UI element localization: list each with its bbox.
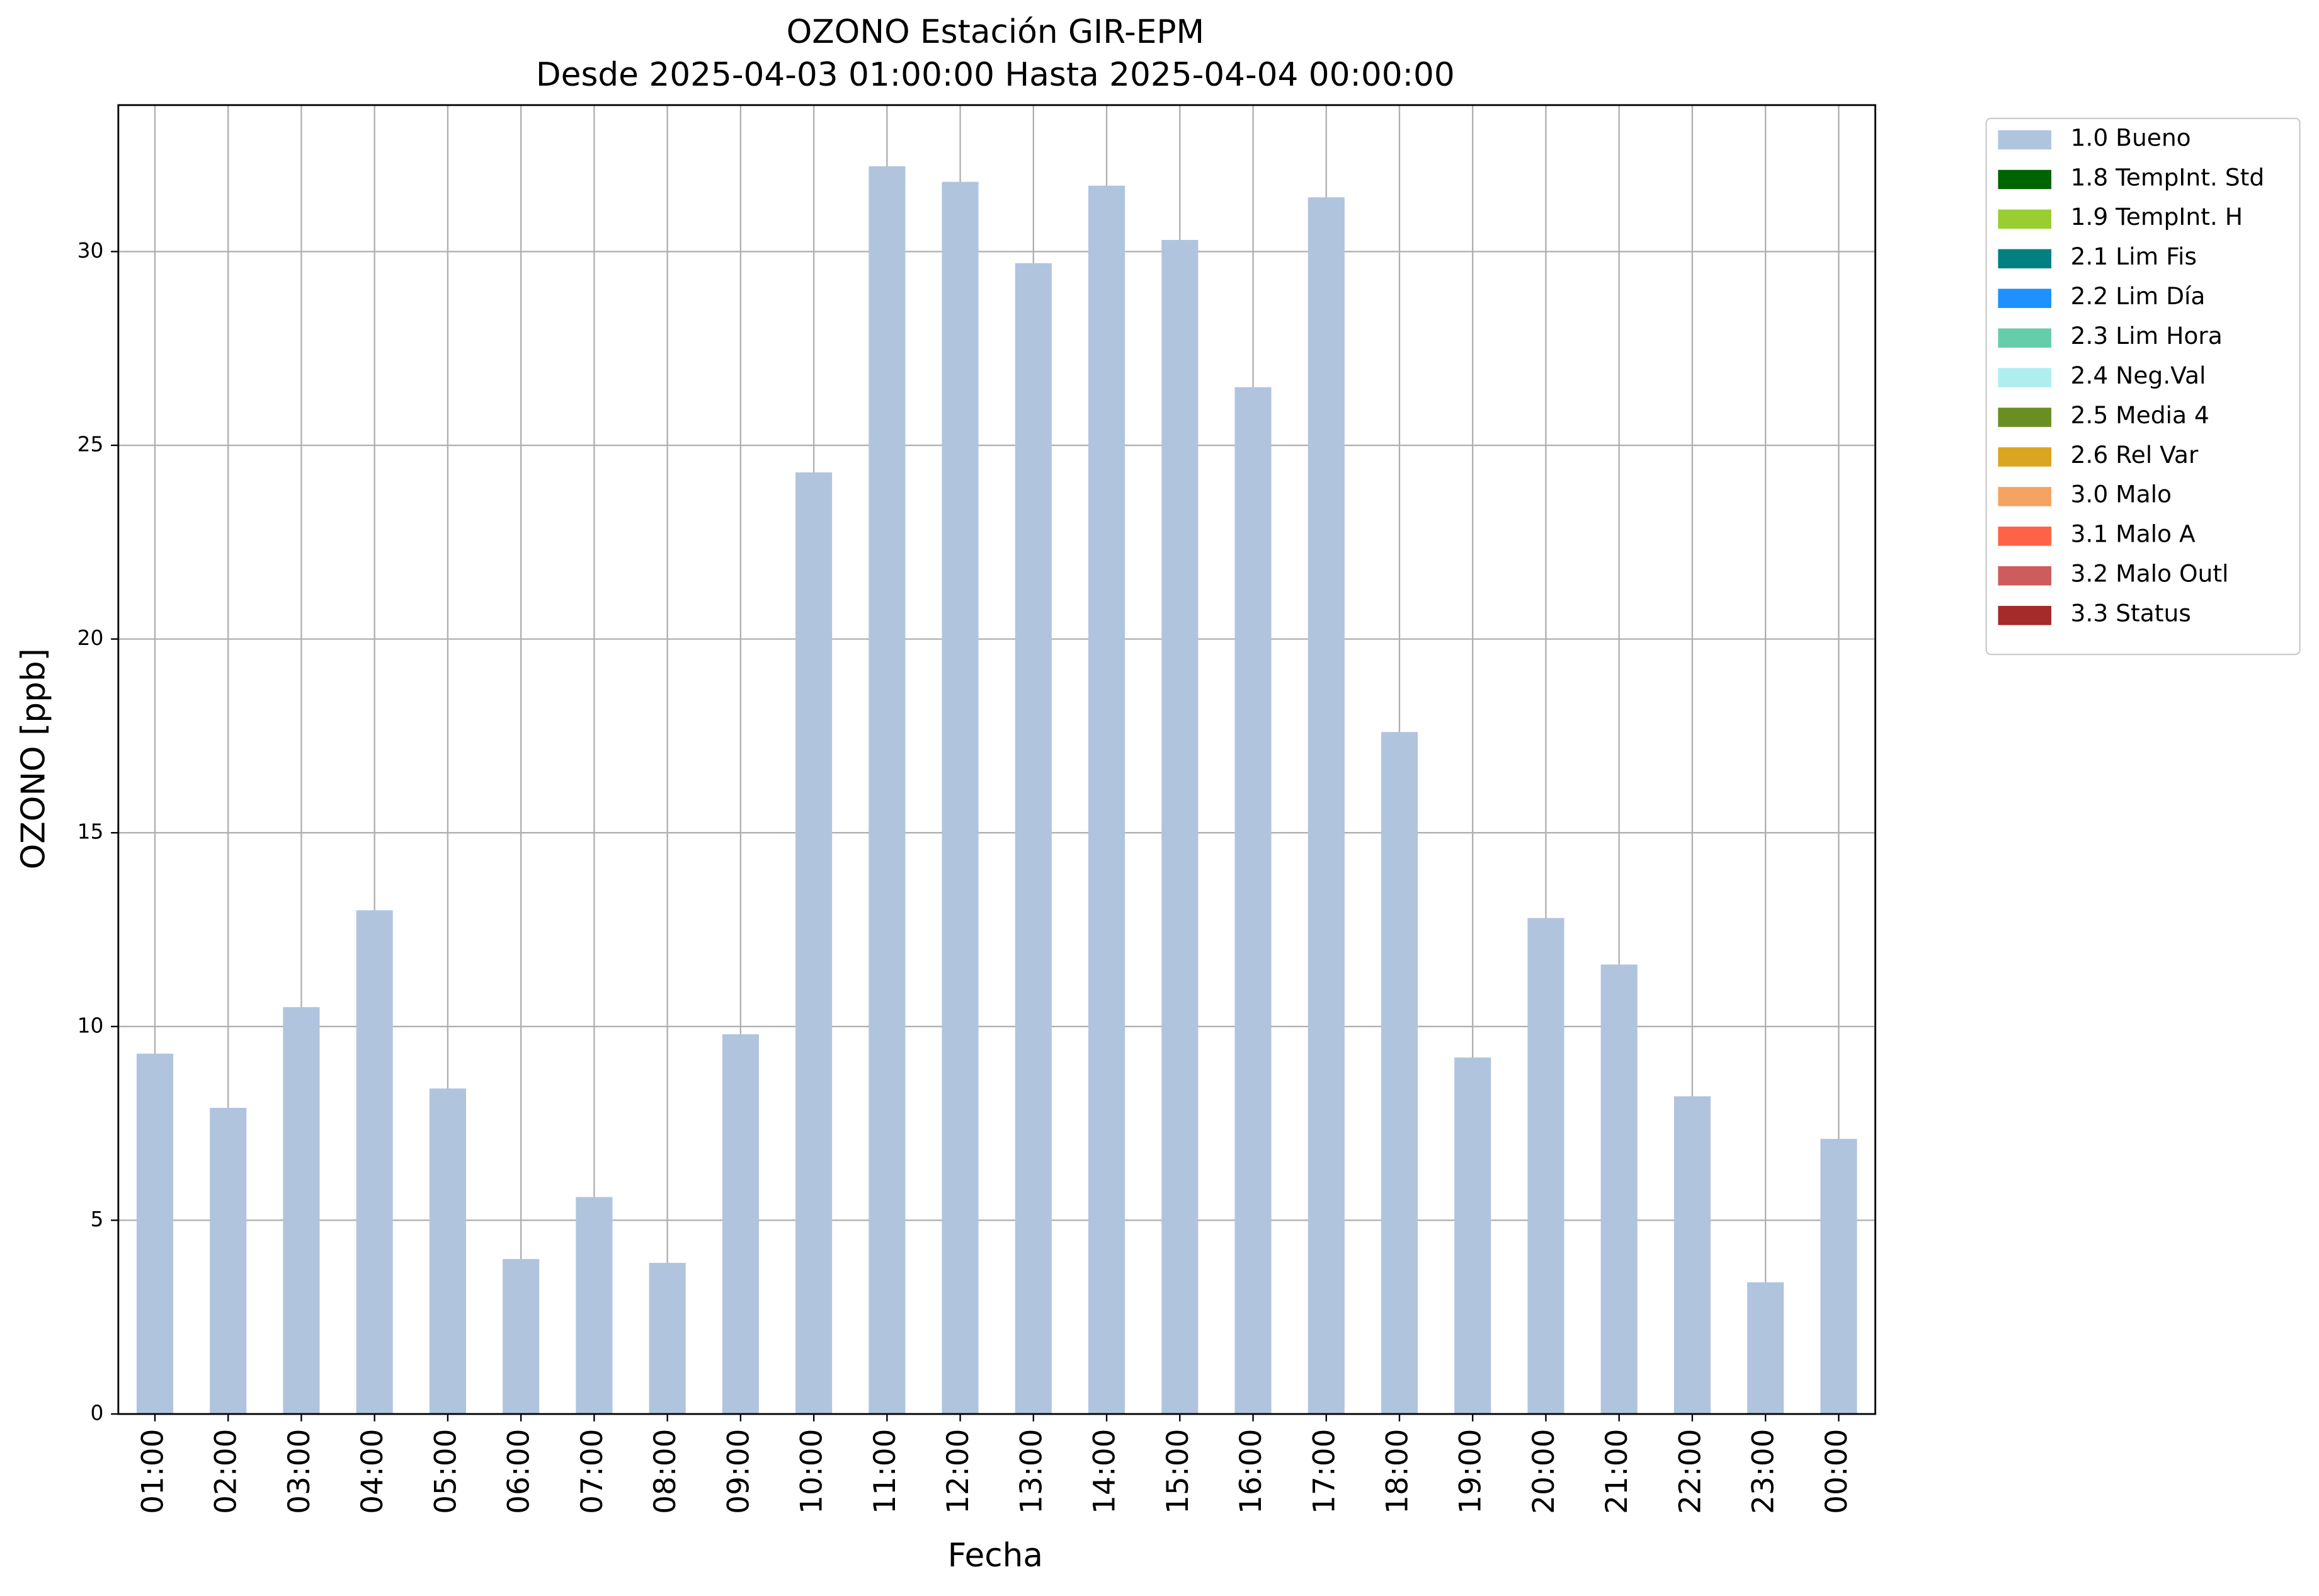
bar bbox=[1308, 197, 1345, 1415]
bar bbox=[722, 1034, 759, 1415]
x-tick-label: 07:00 bbox=[575, 1429, 610, 1514]
x-tick-label: 06:00 bbox=[502, 1429, 537, 1514]
bar bbox=[356, 910, 393, 1415]
bar bbox=[136, 1053, 174, 1415]
chart-title: OZONO Estación GIR-EPM bbox=[787, 13, 1204, 51]
y-tick-label: 25 bbox=[77, 432, 104, 457]
legend-swatch bbox=[1998, 408, 2051, 427]
x-tick-label: 03:00 bbox=[282, 1429, 317, 1514]
y-tick-label: 0 bbox=[90, 1401, 103, 1425]
x-tick-label: 14:00 bbox=[1088, 1429, 1122, 1514]
legend-label: 1.0 Bueno bbox=[2071, 123, 2191, 151]
x-tick-label: 00:00 bbox=[1820, 1429, 1854, 1514]
y-tick-label: 20 bbox=[77, 625, 104, 650]
legend-label: 3.1 Malo A bbox=[2071, 520, 2196, 548]
legend-swatch bbox=[1998, 288, 2051, 309]
bar bbox=[795, 472, 833, 1415]
x-tick-label: 02:00 bbox=[209, 1429, 244, 1514]
bar bbox=[1161, 239, 1199, 1415]
x-tick-label: 21:00 bbox=[1600, 1429, 1634, 1514]
x-tick-label: 09:00 bbox=[721, 1429, 756, 1514]
legend-label: 2.4 Neg.Val bbox=[2071, 362, 2206, 389]
bar bbox=[1527, 918, 1564, 1415]
legend-swatch bbox=[1998, 368, 2051, 387]
bar bbox=[1234, 387, 1272, 1415]
x-tick-label: 04:00 bbox=[355, 1429, 390, 1514]
x-tick-label: 18:00 bbox=[1380, 1429, 1415, 1514]
bar bbox=[1088, 185, 1125, 1415]
bar bbox=[1381, 732, 1418, 1415]
legend-label: 1.9 TempInt. H bbox=[2071, 203, 2243, 231]
x-tick-label: 17:00 bbox=[1307, 1429, 1342, 1514]
x-tick-label: 15:00 bbox=[1161, 1429, 1195, 1514]
legend-swatch bbox=[1998, 328, 2051, 348]
bar bbox=[1820, 1139, 1857, 1415]
x-tick-label: 13:00 bbox=[1014, 1429, 1049, 1514]
bar bbox=[429, 1088, 466, 1415]
legend-swatch bbox=[1998, 566, 2051, 586]
bar bbox=[1747, 1282, 1784, 1415]
x-tick-label: 23:00 bbox=[1746, 1429, 1781, 1514]
x-tick-label: 20:00 bbox=[1527, 1429, 1561, 1514]
legend-swatch bbox=[1998, 130, 2051, 150]
plot-frame bbox=[117, 104, 1876, 1415]
bar bbox=[210, 1108, 247, 1415]
bar bbox=[1600, 964, 1638, 1415]
x-tick-label: 16:00 bbox=[1234, 1429, 1268, 1514]
legend-swatch bbox=[1998, 169, 2051, 190]
x-tick-label: 19:00 bbox=[1454, 1429, 1488, 1514]
legend-label: 2.5 Media 4 bbox=[2071, 401, 2209, 429]
x-tick-label: 08:00 bbox=[648, 1429, 683, 1514]
legend-label: 1.8 TempInt. Std bbox=[2071, 163, 2265, 191]
bar bbox=[649, 1263, 686, 1415]
x-axis-label: Fecha bbox=[948, 1537, 1043, 1575]
bar bbox=[503, 1258, 540, 1415]
x-tick-label: 10:00 bbox=[795, 1429, 829, 1514]
legend-label: 2.1 Lim Fis bbox=[2071, 242, 2197, 270]
legend-label: 2.2 Lim Día bbox=[2071, 282, 2206, 310]
bar bbox=[869, 166, 906, 1415]
y-axis-label: OZONO [ppb] bbox=[14, 648, 52, 869]
legend-swatch bbox=[1998, 487, 2051, 506]
bar bbox=[1454, 1057, 1491, 1415]
legend-swatch bbox=[1998, 209, 2051, 229]
bar bbox=[1673, 1096, 1711, 1415]
legend-swatch bbox=[1998, 249, 2051, 269]
chart-subtitle: Desde 2025-04-03 01:00:00 Hasta 2025-04-… bbox=[536, 56, 1455, 94]
x-tick-label: 12:00 bbox=[941, 1429, 976, 1514]
legend-label: 2.6 Rel Var bbox=[2071, 441, 2199, 469]
bar bbox=[1015, 263, 1052, 1415]
bar bbox=[283, 1007, 320, 1415]
y-tick-label: 15 bbox=[77, 819, 104, 844]
x-tick-label: 01:00 bbox=[135, 1429, 170, 1514]
legend-swatch bbox=[1998, 527, 2051, 546]
legend-label: 3.2 Malo Outl bbox=[2071, 560, 2229, 588]
bar bbox=[576, 1197, 613, 1415]
y-tick-label: 30 bbox=[77, 238, 104, 263]
x-tick-label: 05:00 bbox=[428, 1429, 463, 1514]
legend-label: 2.3 Lim Hora bbox=[2071, 322, 2223, 350]
legend-label: 3.3 Status bbox=[2071, 600, 2191, 627]
legend-swatch bbox=[1998, 605, 2051, 625]
bar bbox=[942, 181, 979, 1415]
x-tick-label: 22:00 bbox=[1673, 1429, 1707, 1514]
legend-label: 3.0 Malo bbox=[2071, 481, 2172, 508]
y-tick-label: 5 bbox=[90, 1207, 103, 1231]
y-tick-label: 10 bbox=[77, 1013, 104, 1037]
legend-box bbox=[1985, 117, 2301, 656]
x-tick-label: 11:00 bbox=[868, 1429, 903, 1514]
legend-swatch bbox=[1998, 447, 2051, 467]
